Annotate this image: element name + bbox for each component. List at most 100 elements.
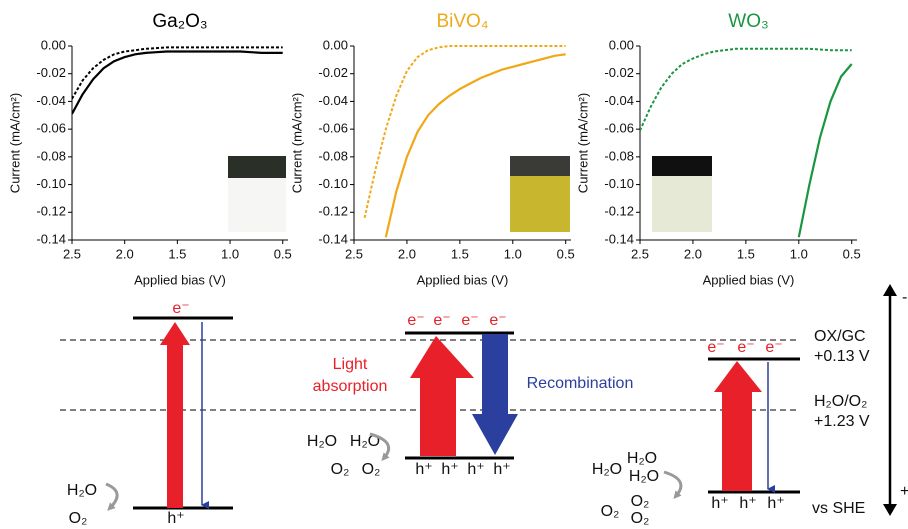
electron: e⁻ [433, 312, 450, 329]
x-tick-label: 0.5 [557, 246, 575, 261]
y-axis-label: Current (mA/cm²) [289, 93, 304, 193]
x-tick-label: 2.5 [345, 246, 363, 261]
hole: h⁺ [441, 461, 458, 478]
y-tick-label: 0.00 [609, 37, 634, 52]
x-tick-label: 2.0 [116, 246, 134, 261]
y-tick-label: -0.02 [36, 65, 66, 80]
y-tick-label: -0.08 [36, 148, 66, 163]
hole: h⁺ [467, 461, 484, 478]
y-tick-label: -0.06 [318, 121, 348, 136]
chart: Ga₂O₃ Applied bias (V) Current (mA/cm²) 0.0… [7, 11, 291, 287]
reference: vs SHE [812, 500, 865, 517]
hole: h⁺ [767, 495, 784, 512]
x-tick-label: 1.5 [451, 246, 469, 261]
x-tick-label: 2.0 [684, 246, 702, 261]
electron: e⁻ [765, 339, 782, 356]
electron: e⁻ [489, 312, 506, 329]
chart: WO₃ Applied bias (V) Current (mA/cm²) 0.00 -… [575, 11, 860, 287]
x-axis-label: Applied bias (V) [417, 272, 509, 287]
data-line [363, 45, 566, 219]
electron: e⁻ [737, 339, 754, 356]
y-tick-label: 0.00 [323, 37, 348, 52]
oxygen: O₂ [331, 461, 350, 478]
oxygen: O₂ [69, 510, 88, 527]
chart-title: WO₃ [728, 11, 768, 32]
water: H₂O [307, 433, 337, 450]
reaction-arrow [663, 470, 683, 500]
chart-title: BiVO₄ [436, 11, 488, 32]
water: H₂O [350, 433, 380, 450]
reaction-arrow [105, 482, 119, 511]
y-tick-label: -0.04 [36, 93, 66, 108]
recombination-arrow [472, 334, 518, 455]
y-tick-label: -0.04 [318, 93, 348, 108]
level-label: H₂O/O₂ [814, 393, 867, 410]
y-tick-label: -0.04 [604, 93, 634, 108]
electron: e⁻ [707, 339, 724, 356]
y-tick-label: -0.14 [36, 231, 66, 246]
x-tick-label: 1.0 [221, 246, 239, 261]
y-tick-label: -0.14 [318, 231, 348, 246]
electron: e⁻ [461, 312, 478, 329]
y-tick-label: -0.06 [604, 121, 634, 136]
hole: h⁺ [739, 495, 756, 512]
hole: h⁺ [415, 461, 432, 478]
x-tick-label: 1.0 [504, 246, 522, 261]
y-tick-label: -0.12 [604, 204, 634, 219]
y-tick-label: -0.06 [36, 121, 66, 136]
x-tick-label: 0.5 [843, 246, 861, 261]
level-potential: +0.13 V [814, 348, 870, 365]
level-label: OX/GC [814, 328, 866, 345]
inset-photos [228, 156, 712, 232]
y-tick-label: -0.10 [318, 176, 348, 191]
y-tick-label: -0.10 [604, 176, 634, 191]
y-tick-label: -0.02 [604, 65, 634, 80]
axis-top: - [902, 289, 907, 306]
electron: e⁻ [407, 312, 424, 329]
recombination: Recombination [527, 375, 634, 392]
x-tick-label: 2.0 [398, 246, 416, 261]
reaction-arrow [369, 432, 391, 462]
x-tick-label: 2.5 [631, 246, 649, 261]
band-diagram: e⁻ h⁺ H₂O O₂ e⁻ e⁻ e⁻ e⁻ h⁺ h⁺ h⁺ h⁺ H₂O… [60, 284, 908, 527]
axis-bottom: + [900, 483, 908, 500]
oxygen: O₂ [601, 503, 620, 520]
absorption-arrow [160, 322, 190, 508]
oxygen: O₂ [362, 461, 381, 478]
data-line [640, 47, 852, 131]
electron: e⁻ [172, 300, 189, 317]
y-tick-label: -0.12 [318, 204, 348, 219]
x-axis-label: Applied bias (V) [134, 272, 226, 287]
x-tick-label: 2.5 [63, 246, 81, 261]
absorption-arrow [410, 336, 474, 456]
absorption-arrow [714, 361, 762, 491]
data-line [72, 50, 283, 115]
x-tick-label: 1.5 [168, 246, 186, 261]
y-tick-label: -0.08 [604, 148, 634, 163]
x-tick-label: 0.5 [274, 246, 292, 261]
y-tick-label: -0.14 [604, 231, 634, 246]
water: H₂O [629, 468, 659, 485]
x-axis-label: Applied bias (V) [703, 272, 795, 287]
level-potential: +1.23 V [814, 413, 870, 430]
chart-title: Ga₂O₃ [152, 11, 207, 32]
y-tick-label: -0.08 [318, 148, 348, 163]
data-line [797, 63, 853, 238]
y-axis-label: Current (mA/cm²) [575, 93, 590, 193]
y-tick-label: -0.02 [318, 65, 348, 80]
hole: h⁺ [711, 495, 728, 512]
hole: h⁺ [493, 461, 510, 478]
y-tick-label: 0.00 [41, 37, 66, 52]
chart: BiVO₄ Applied bias (V) Current (mA/cm²) 0.0… [289, 11, 574, 287]
y-tick-label: -0.10 [36, 176, 66, 191]
oxygen: O₂ [631, 493, 650, 510]
water: H₂O [627, 450, 657, 467]
light-absorption: absorption [313, 378, 388, 395]
water: H₂O [592, 461, 622, 478]
x-tick-label: 1.5 [737, 246, 755, 261]
data-line [72, 46, 283, 100]
data-line [384, 53, 566, 238]
y-tick-label: -0.12 [36, 204, 66, 219]
hole: h⁺ [167, 510, 184, 527]
